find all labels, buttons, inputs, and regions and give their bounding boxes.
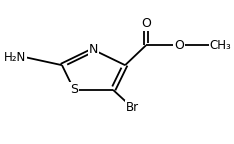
Text: S: S	[70, 83, 78, 96]
Text: N: N	[89, 43, 98, 56]
Text: O: O	[141, 17, 151, 30]
Text: O: O	[174, 39, 184, 52]
Text: H₂N: H₂N	[4, 51, 26, 64]
Text: Br: Br	[126, 101, 139, 114]
Text: CH₃: CH₃	[210, 39, 231, 52]
